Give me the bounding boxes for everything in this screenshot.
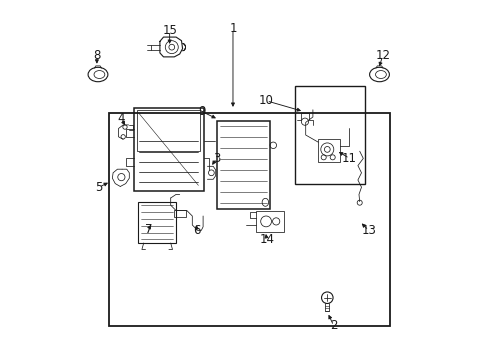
Bar [138, 202, 176, 243]
Bar [217, 121, 269, 209]
Text: 7: 7 [144, 223, 152, 236]
Text: 1: 1 [229, 22, 236, 35]
Text: 14: 14 [259, 233, 274, 246]
Bar [318, 139, 339, 162]
Text: 10: 10 [259, 94, 273, 107]
Text: 9: 9 [198, 105, 205, 118]
Text: 11: 11 [342, 152, 356, 165]
Text: 2: 2 [329, 319, 337, 332]
Text: 3: 3 [212, 152, 220, 165]
Bar [109, 113, 389, 326]
Text: 15: 15 [162, 24, 177, 37]
Bar [294, 86, 365, 184]
Bar [137, 110, 200, 151]
Text: 13: 13 [361, 224, 375, 237]
Bar [174, 210, 185, 217]
Text: 8: 8 [93, 49, 101, 62]
Text: 12: 12 [374, 49, 389, 62]
Text: 6: 6 [193, 224, 200, 237]
Bar [256, 211, 284, 232]
Bar [133, 108, 203, 191]
Text: 4: 4 [118, 112, 125, 125]
Text: 5: 5 [95, 181, 102, 194]
